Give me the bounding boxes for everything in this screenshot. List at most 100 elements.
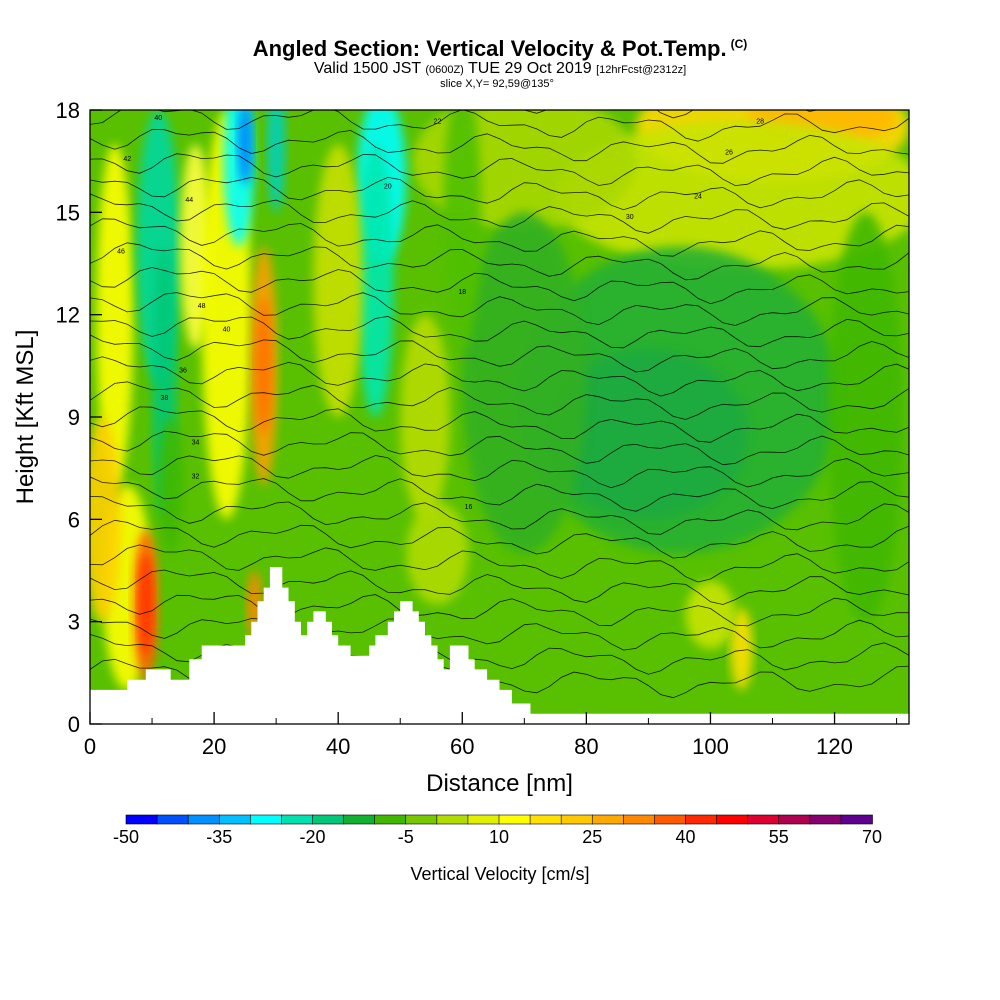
colorbar-swatch bbox=[685, 814, 718, 825]
colorbar-swatch bbox=[623, 814, 656, 825]
isentrope-line bbox=[90, 634, 909, 675]
colorbar-swatch bbox=[747, 814, 780, 825]
velocity-feature bbox=[555, 120, 909, 271]
isentrope-label: 46 bbox=[117, 248, 125, 255]
isentrope-label: 20 bbox=[384, 183, 392, 190]
valid-date: TUE 29 Oct 2019 bbox=[468, 60, 592, 77]
isentrope-line bbox=[90, 381, 909, 420]
velocity-feature bbox=[400, 314, 450, 520]
x-tick-label: 0 bbox=[84, 734, 96, 759]
colorbar-swatch bbox=[374, 814, 407, 825]
isentrope-line bbox=[90, 242, 909, 281]
x-tick-label: 40 bbox=[326, 734, 350, 759]
colorbar-swatch bbox=[218, 814, 252, 825]
isentrope-label: 38 bbox=[161, 395, 169, 402]
x-tick-label: 60 bbox=[450, 734, 474, 759]
colorbar: -50 -35 -20 -5 10 25 40 55 70 Vertical Velocity [… bbox=[113, 814, 882, 884]
isentrope-line bbox=[90, 476, 909, 512]
colorbar-swatch bbox=[529, 814, 562, 825]
colorbar-swatch bbox=[436, 814, 469, 825]
colorbar-swatch bbox=[498, 814, 531, 825]
y-tick-label: 9 bbox=[68, 405, 80, 430]
x-tick-label: 80 bbox=[574, 734, 598, 759]
x-tick-label: 100 bbox=[692, 734, 729, 759]
isentrope-line bbox=[90, 292, 909, 326]
colorbar-swatch bbox=[809, 814, 842, 825]
colorbar-swatch bbox=[187, 814, 221, 825]
isentrope-line bbox=[90, 496, 909, 535]
isentrope-line bbox=[90, 430, 909, 466]
isentrope-label: 40 bbox=[154, 115, 162, 122]
velocity-feature bbox=[313, 144, 363, 418]
isentrope-line bbox=[90, 455, 909, 489]
isentrope-label: 26 bbox=[725, 149, 733, 156]
velocity-feature bbox=[356, 144, 395, 418]
velocity-feature bbox=[255, 297, 272, 435]
isentrope-line bbox=[90, 406, 909, 443]
terrain-profile bbox=[90, 567, 909, 724]
isentrope-line bbox=[90, 110, 909, 142]
y-tick-label: 6 bbox=[68, 507, 80, 532]
y-tick-label: 18 bbox=[56, 98, 80, 123]
colorbar-swatch bbox=[405, 814, 438, 825]
isentrope-label: 36 bbox=[179, 368, 187, 375]
y-tick-label: 3 bbox=[68, 610, 80, 635]
isentrope-label: 32 bbox=[192, 473, 200, 480]
colorbar-swatch bbox=[250, 814, 283, 825]
isentrope-label: 40 bbox=[223, 327, 231, 334]
isentrope-label: 18 bbox=[458, 289, 466, 296]
velocity-feature bbox=[96, 144, 134, 486]
velocity-feature bbox=[406, 502, 469, 605]
chart-title: Angled Section: Vertical Velocity & Pot.… bbox=[0, 36, 1000, 62]
colorbar-swatch bbox=[125, 814, 158, 825]
velocity-feature bbox=[158, 417, 184, 554]
isentrope-label: 24 bbox=[694, 194, 702, 201]
velocity-feature bbox=[138, 553, 154, 656]
isentrope-label: 22 bbox=[434, 119, 442, 126]
isentrope-label: 34 bbox=[192, 439, 200, 446]
isentrope-line bbox=[90, 193, 909, 234]
colorbar-swatch bbox=[591, 814, 625, 825]
colorbar-swatch bbox=[156, 814, 189, 825]
isentrope-line bbox=[90, 356, 909, 397]
isentrope-line bbox=[90, 519, 909, 559]
isentrope-label: 30 bbox=[626, 214, 634, 221]
isentrope-line bbox=[90, 618, 909, 651]
isentrope-line bbox=[90, 267, 909, 305]
isentrope-label: 48 bbox=[198, 303, 206, 310]
isentrope-label: 28 bbox=[756, 119, 764, 126]
isentrope-line bbox=[90, 544, 909, 583]
velocity-feature bbox=[549, 348, 748, 520]
isentrope-line bbox=[90, 315, 909, 349]
colorbar-tick-label: 10 bbox=[489, 827, 509, 847]
velocity-feature bbox=[90, 417, 122, 622]
colorbar-tick-label: -50 bbox=[113, 827, 139, 847]
colorbar-swatch bbox=[343, 814, 376, 825]
isentrope-line bbox=[90, 176, 909, 211]
isentrope-line bbox=[90, 569, 909, 605]
chart-title-text: Angled Section: Vertical Velocity & Pot.… bbox=[252, 36, 727, 61]
colorbar-swatch bbox=[654, 814, 687, 825]
colorbar-swatch bbox=[716, 814, 749, 825]
chart-subtitle: Valid 1500 JST (0600Z) TUE 29 Oct 2019 [… bbox=[0, 60, 1000, 78]
isentrope-line bbox=[90, 218, 909, 257]
colorbar-swatch bbox=[560, 814, 594, 825]
isentrope-label: 42 bbox=[123, 156, 131, 163]
velocity-feature bbox=[237, 110, 253, 186]
slice-text: slice X,Y= 92,59@135° bbox=[440, 78, 554, 90]
colorbar-label: Vertical Velocity [cm/s] bbox=[410, 864, 589, 884]
vertical-velocity-field bbox=[90, 110, 909, 724]
slice-info: slice X,Y= 92,59@135° bbox=[0, 78, 1000, 90]
velocity-feature bbox=[730, 608, 753, 690]
potential-temperature-contours: 40 42 44 46 48 40 36 38 34 32 30 28 26 24 22 20 18 16 bbox=[90, 110, 909, 699]
y-tick-label: 12 bbox=[56, 303, 80, 328]
x-tick-label: 120 bbox=[816, 734, 853, 759]
valid-time: Valid 1500 JST bbox=[313, 60, 421, 77]
terrain-fill bbox=[90, 567, 909, 724]
forecast-info: [12hrFcst@2312z] bbox=[596, 64, 687, 76]
colorbar-swatch bbox=[467, 814, 500, 825]
isentrope-label: 44 bbox=[185, 197, 193, 204]
valid-utc: (0600Z) bbox=[425, 64, 464, 76]
colorbar-tick-label: 40 bbox=[675, 827, 695, 847]
